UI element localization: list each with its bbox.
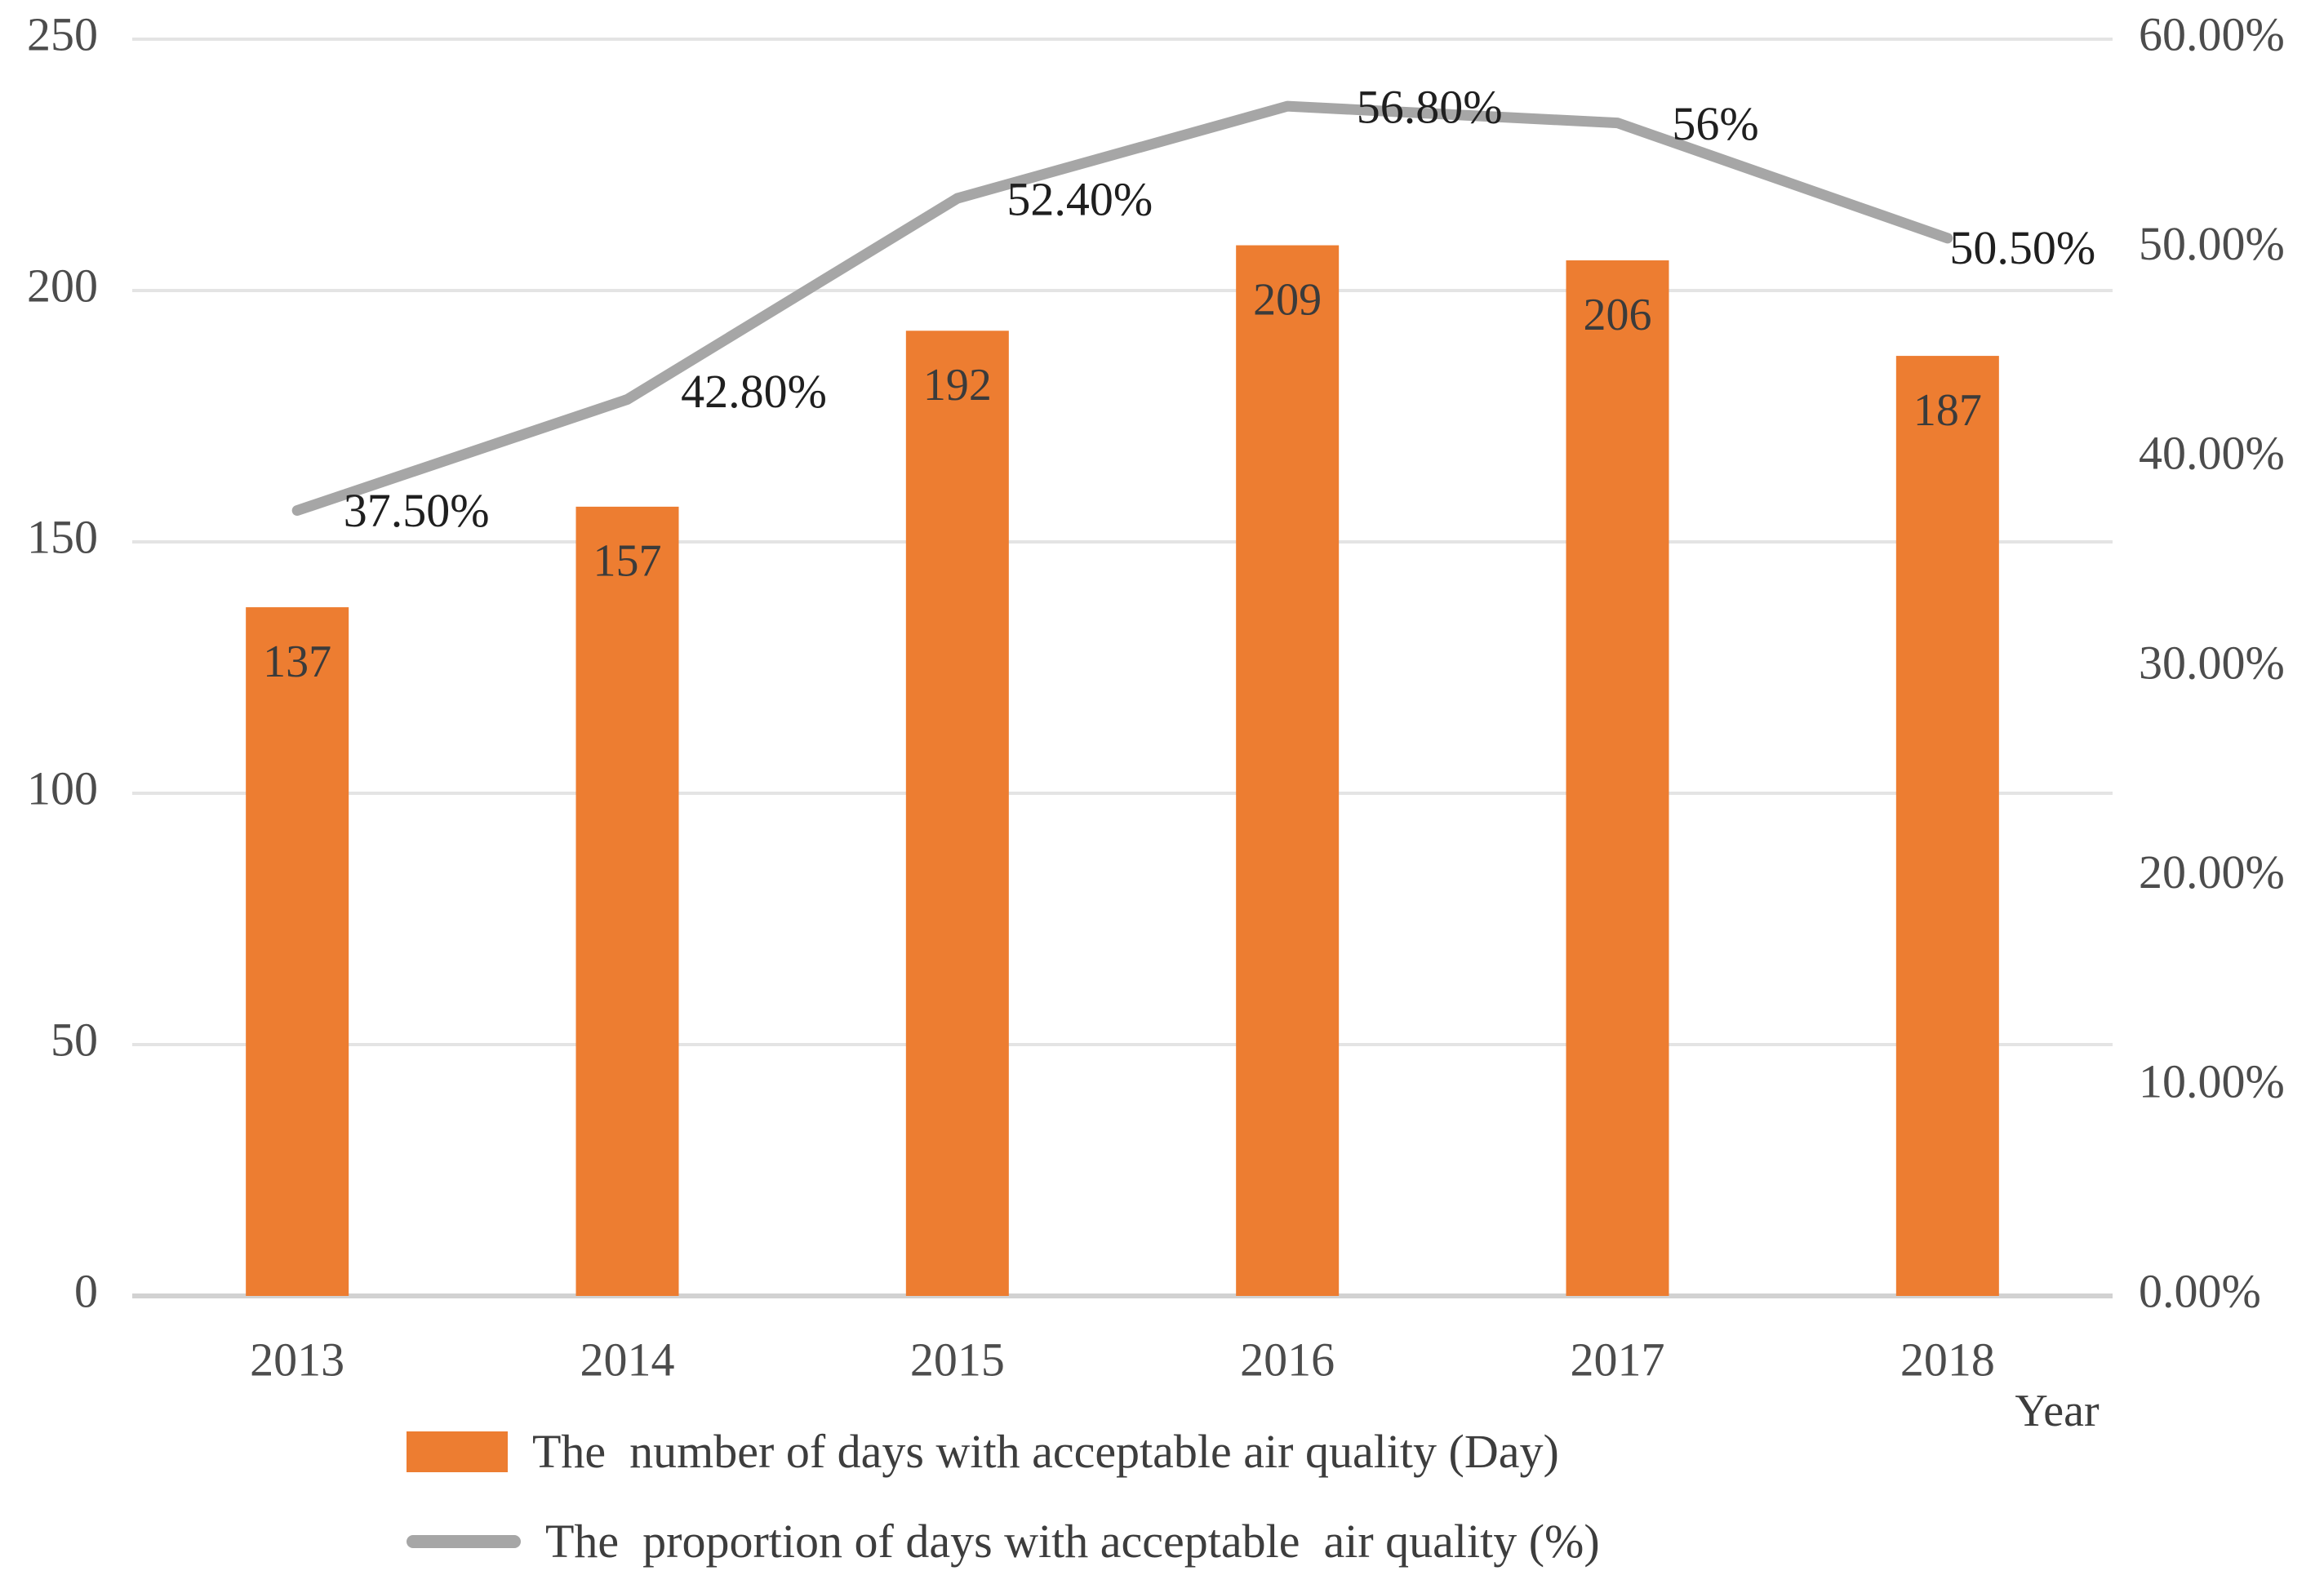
right-axis-tick-label: 20.00% (2139, 845, 2285, 899)
bar (1895, 356, 1999, 1297)
bar-value-label: 187 (1913, 385, 1982, 436)
bar-value-label: 209 (1253, 274, 1322, 325)
x-axis-tick-label: 2016 (1240, 1333, 1335, 1386)
right-axis-tick-label: 30.00% (2139, 636, 2285, 689)
right-axis-tick-label: 50.00% (2139, 217, 2285, 270)
left-axis-tick-label: 100 (27, 761, 98, 814)
line-value-label: 42.80% (681, 365, 827, 418)
bar-value-label: 206 (1584, 290, 1652, 340)
bar (246, 607, 349, 1296)
proportion-line (291, 100, 1953, 516)
legend-item-proportion-label: The proportion of days with acceptable a… (545, 1515, 1600, 1568)
bar-series-swatch (407, 1431, 508, 1472)
right-axis-tick-label: 40.00% (2139, 427, 2285, 480)
line-value-label: 50.50% (1949, 221, 2095, 274)
x-axis-tick-label: 2014 (580, 1333, 675, 1386)
left-axis-tick-label: 50 (51, 1013, 98, 1066)
left-axis-tick-label: 150 (27, 510, 98, 563)
left-axis-tick-label: 250 (27, 7, 98, 60)
right-axis-tick-label: 60.00% (2139, 7, 2285, 60)
plot-area: 137 157 192 209 206 187 37.50% 42.80% 52.40% 56.8… (27, 7, 2285, 1386)
bar (1236, 245, 1340, 1296)
legend: The number of days with acceptable air q… (407, 1428, 1600, 1565)
legend-item-days: The number of days with acceptable air q… (407, 1428, 1600, 1475)
left-axis-tick-label: 200 (27, 259, 98, 312)
x-axis-tick-label: 2013 (250, 1333, 344, 1386)
bar-value-label: 137 (263, 637, 331, 687)
line-value-label: 56% (1672, 97, 1758, 150)
legend-item-proportion: The proportion of days with acceptable a… (407, 1518, 1600, 1565)
x-axis-tick-label: 2017 (1571, 1333, 1665, 1386)
x-axis-title: Year (2015, 1386, 2100, 1436)
right-axis-tick-label: 10.00% (2139, 1055, 2285, 1108)
line-value-label: 37.50% (344, 484, 490, 537)
x-axis-tick-label: 2015 (910, 1333, 1005, 1386)
bar-value-label: 157 (593, 536, 662, 587)
left-axis-tick-label: 0 (74, 1264, 98, 1317)
line-series-swatch (407, 1535, 521, 1548)
x-axis-tick-label: 2018 (1900, 1333, 1995, 1386)
bar-value-label: 192 (923, 360, 992, 410)
line-value-label: 56.80% (1357, 80, 1503, 133)
bar (1566, 260, 1669, 1296)
bar (575, 506, 679, 1296)
right-axis-tick-label: 0.00% (2139, 1264, 2261, 1317)
legend-item-days-label: The number of days with acceptable air q… (532, 1425, 1559, 1478)
bar (905, 331, 1009, 1296)
line-value-label: 52.40% (1006, 172, 1153, 225)
